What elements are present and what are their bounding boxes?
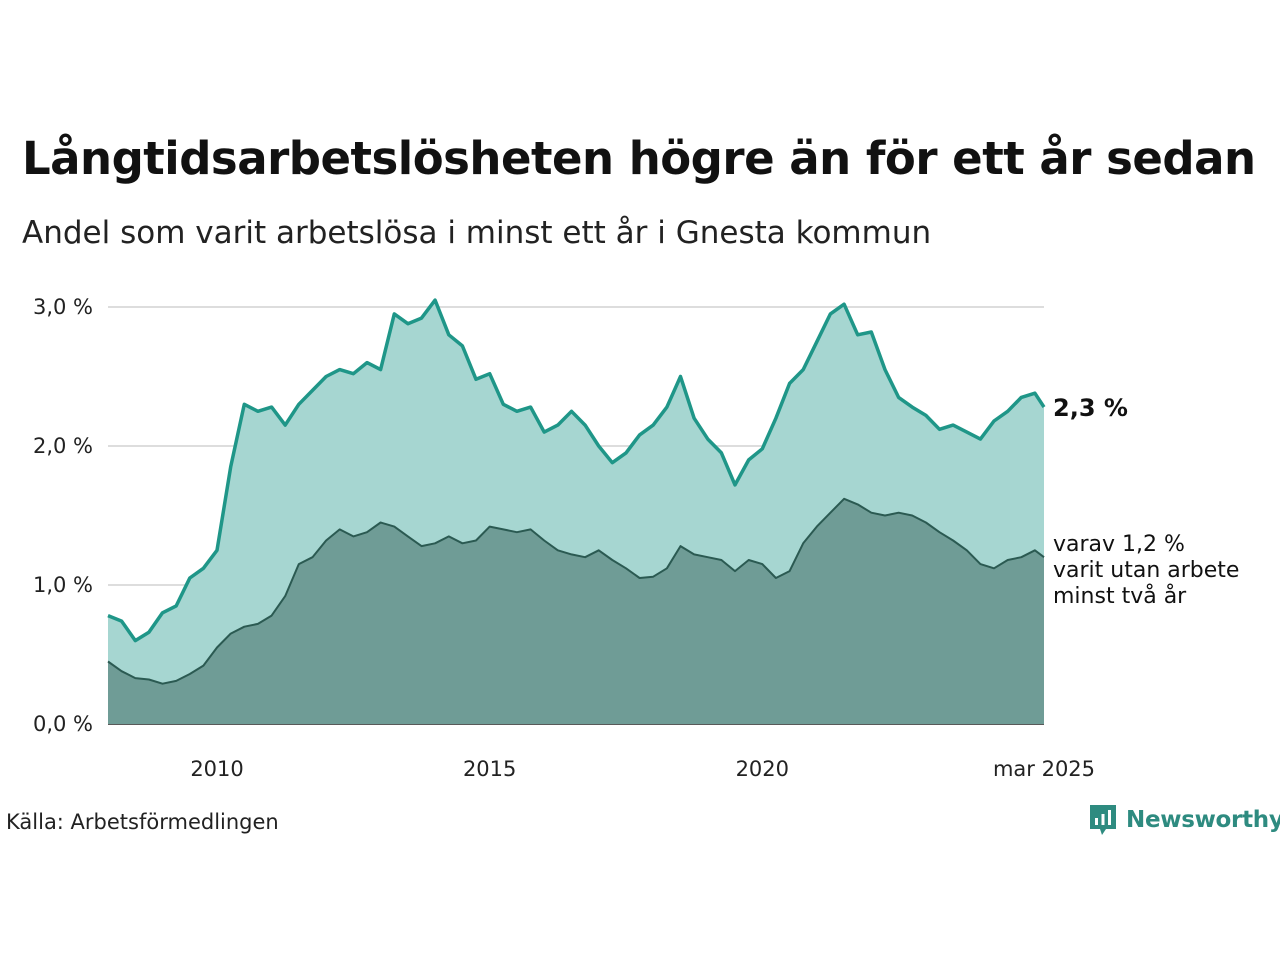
end-label-main: 2,3 % (1053, 394, 1128, 422)
end-label-sub-line-2: varit utan arbete (1053, 558, 1239, 583)
x-tick-label: 2015 (463, 757, 516, 781)
sub-series-line (107, 497, 1045, 685)
y-tick-label: 2,0 % (33, 434, 93, 458)
x-tick-label: 2020 (736, 757, 789, 781)
y-tick-label: 3,0 % (33, 295, 93, 319)
x-tick-label: mar 2025 (993, 757, 1095, 781)
y-tick-label: 0,0 % (33, 712, 93, 736)
brand-name: Newsworthy (1126, 807, 1280, 833)
end-labels: 2,3 % varav 1,2 % varit utan arbete mins… (1053, 394, 1239, 609)
end-label-sub-line-1: varav 1,2 % (1053, 532, 1185, 557)
axis-labels: 0,0 % 1,0 % 2,0 % 3,0 % 2010 2015 2020 mar 2025 (33, 295, 1095, 781)
chart-subtitle: Andel som varit arbetslösa i minst ett å… (22, 215, 932, 251)
x-tick-label: 2010 (190, 757, 243, 781)
y-tick-label: 1,0 % (33, 573, 93, 597)
newsworthy-logo-icon (1090, 805, 1116, 835)
main-series-line (107, 298, 1046, 643)
brand-logo[interactable]: Newsworthy (1088, 803, 1280, 837)
end-label-sub-line-3: minst två år (1053, 583, 1187, 609)
sub-series-area (108, 498, 1044, 724)
source-note: Källa: Arbetsförmedlingen (6, 810, 279, 834)
series-areas (107, 298, 1046, 724)
chart-title: Långtidsarbetslösheten högre än för ett … (22, 132, 1256, 185)
